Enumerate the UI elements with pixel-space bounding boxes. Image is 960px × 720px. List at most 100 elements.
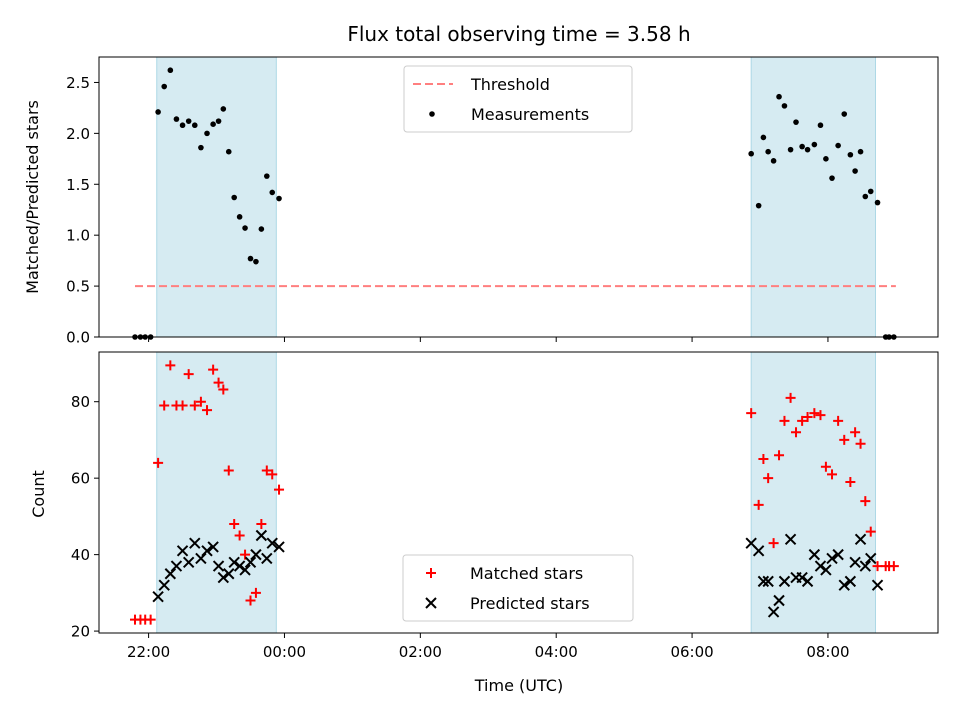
matched-star-point [865,526,876,537]
legend-predicted-swatch [425,597,437,609]
matched-star-point [177,400,188,411]
measurement-point [765,148,771,155]
predicted-star-point [778,575,791,588]
predicted-star-point [773,594,785,607]
measurement-point [852,168,858,174]
matched-star-point [746,408,757,419]
predicted-star-point [854,533,867,546]
y-tick-label: 1.5 [66,176,90,194]
panel-1: 20 40 60 80 22:00 00:00 02:00 04:00 06:00 08:00 Ma… [71,351,939,661]
series-predicted-stars [152,529,884,618]
matched-star-point [763,473,774,484]
matched-star-point [274,484,285,495]
x-tick-label: 08:00 [806,643,849,661]
measurement-point [220,106,227,112]
chart-title: Flux total observing time = 3.58 h [347,22,690,46]
predicted-star-point [207,541,219,553]
y-tick-label: 80 [71,393,90,411]
measurement-point [191,122,198,129]
matched-star-point [223,465,234,476]
predicted-star-point [849,556,861,568]
matched-star-point [758,454,769,465]
predicted-star-point [250,548,262,561]
predicted-star-point [865,552,877,565]
measurement-point [215,118,222,124]
legend-label: Measurements [471,105,589,124]
matched-star-point [820,461,831,472]
matched-star-point [159,400,170,411]
predicted-star-point [266,537,278,549]
predicted-star-point [239,564,251,576]
measurement-point [204,130,210,137]
measurement-point [867,188,874,195]
legend-label: Threshold [470,75,550,94]
predicted-star-point [784,533,797,546]
measurement-point [242,225,248,231]
predicted-star-point [255,529,268,542]
measurement-point [781,103,788,109]
measurement-point [811,141,818,148]
measurement-point [264,173,270,179]
predicted-star-point [158,579,170,591]
observing-span-0 [156,57,277,337]
measurement-point [857,148,864,155]
predicted-star-point [244,556,257,568]
matched-star-point [845,476,856,487]
x-tick-label: 02:00 [399,643,442,661]
matched-star-point [809,408,820,419]
measurement-point [823,156,829,162]
predicted-star-point [801,575,814,588]
predicted-star-point [844,575,857,588]
predicted-star-point [838,579,850,591]
measurement-point [155,109,161,115]
predicted-star-point [808,548,821,561]
predicted-star-point [152,590,164,603]
measurement-point [841,111,848,117]
y-tick-label: 60 [71,470,90,488]
predicted-star-point [820,564,832,576]
predicted-star-point [767,606,780,618]
matched-star-point [850,427,861,438]
axes-frame [98,56,939,338]
y-tick-label: 40 [71,546,90,564]
measurement-point [161,83,168,90]
y-tick-label: 0.0 [66,329,90,347]
y-tick-label: 20 [71,623,90,641]
matched-star-point [753,499,764,510]
predicted-star-point [752,545,765,557]
measurement-point [755,202,762,209]
matched-star-point [797,415,808,426]
measurement-point [862,193,869,200]
x-tick-label: 04:00 [535,643,578,661]
measurement-point [817,122,824,129]
predicted-star-point [796,571,808,584]
bottom-y-axis-label: Count [29,470,48,518]
matched-star-point [213,377,224,388]
plot-layer: 0.0 0.5 1.0 1.5 2.0 2.5 Threshold Measurements 2… [66,56,939,661]
observing-span-0 [156,352,277,633]
predicted-star-point [826,552,838,565]
legend: Threshold Measurements [403,65,633,133]
matched-star-point [229,519,240,530]
series-matched-stars [130,360,899,625]
matched-star-point [815,410,826,421]
predicted-star-point [762,575,774,588]
matched-star-point [261,465,272,476]
y-tick-label: 2.5 [66,74,90,92]
predicted-star-point [871,579,884,591]
measurement-point [760,134,767,141]
measurement-point [198,144,204,151]
matched-star-point [860,496,871,507]
measurement-point [269,189,276,196]
measurement-point [787,146,794,153]
predicted-star-point [189,537,201,549]
predicted-star-point [273,541,285,553]
matched-star-point [202,405,213,416]
legend-box [402,554,634,622]
measurement-point [258,226,265,232]
legend-label: Predicted stars [470,594,590,613]
measurement-point [748,150,754,157]
matched-star-point [827,469,838,480]
measurement-point [253,258,259,265]
measurement-point [185,118,192,124]
